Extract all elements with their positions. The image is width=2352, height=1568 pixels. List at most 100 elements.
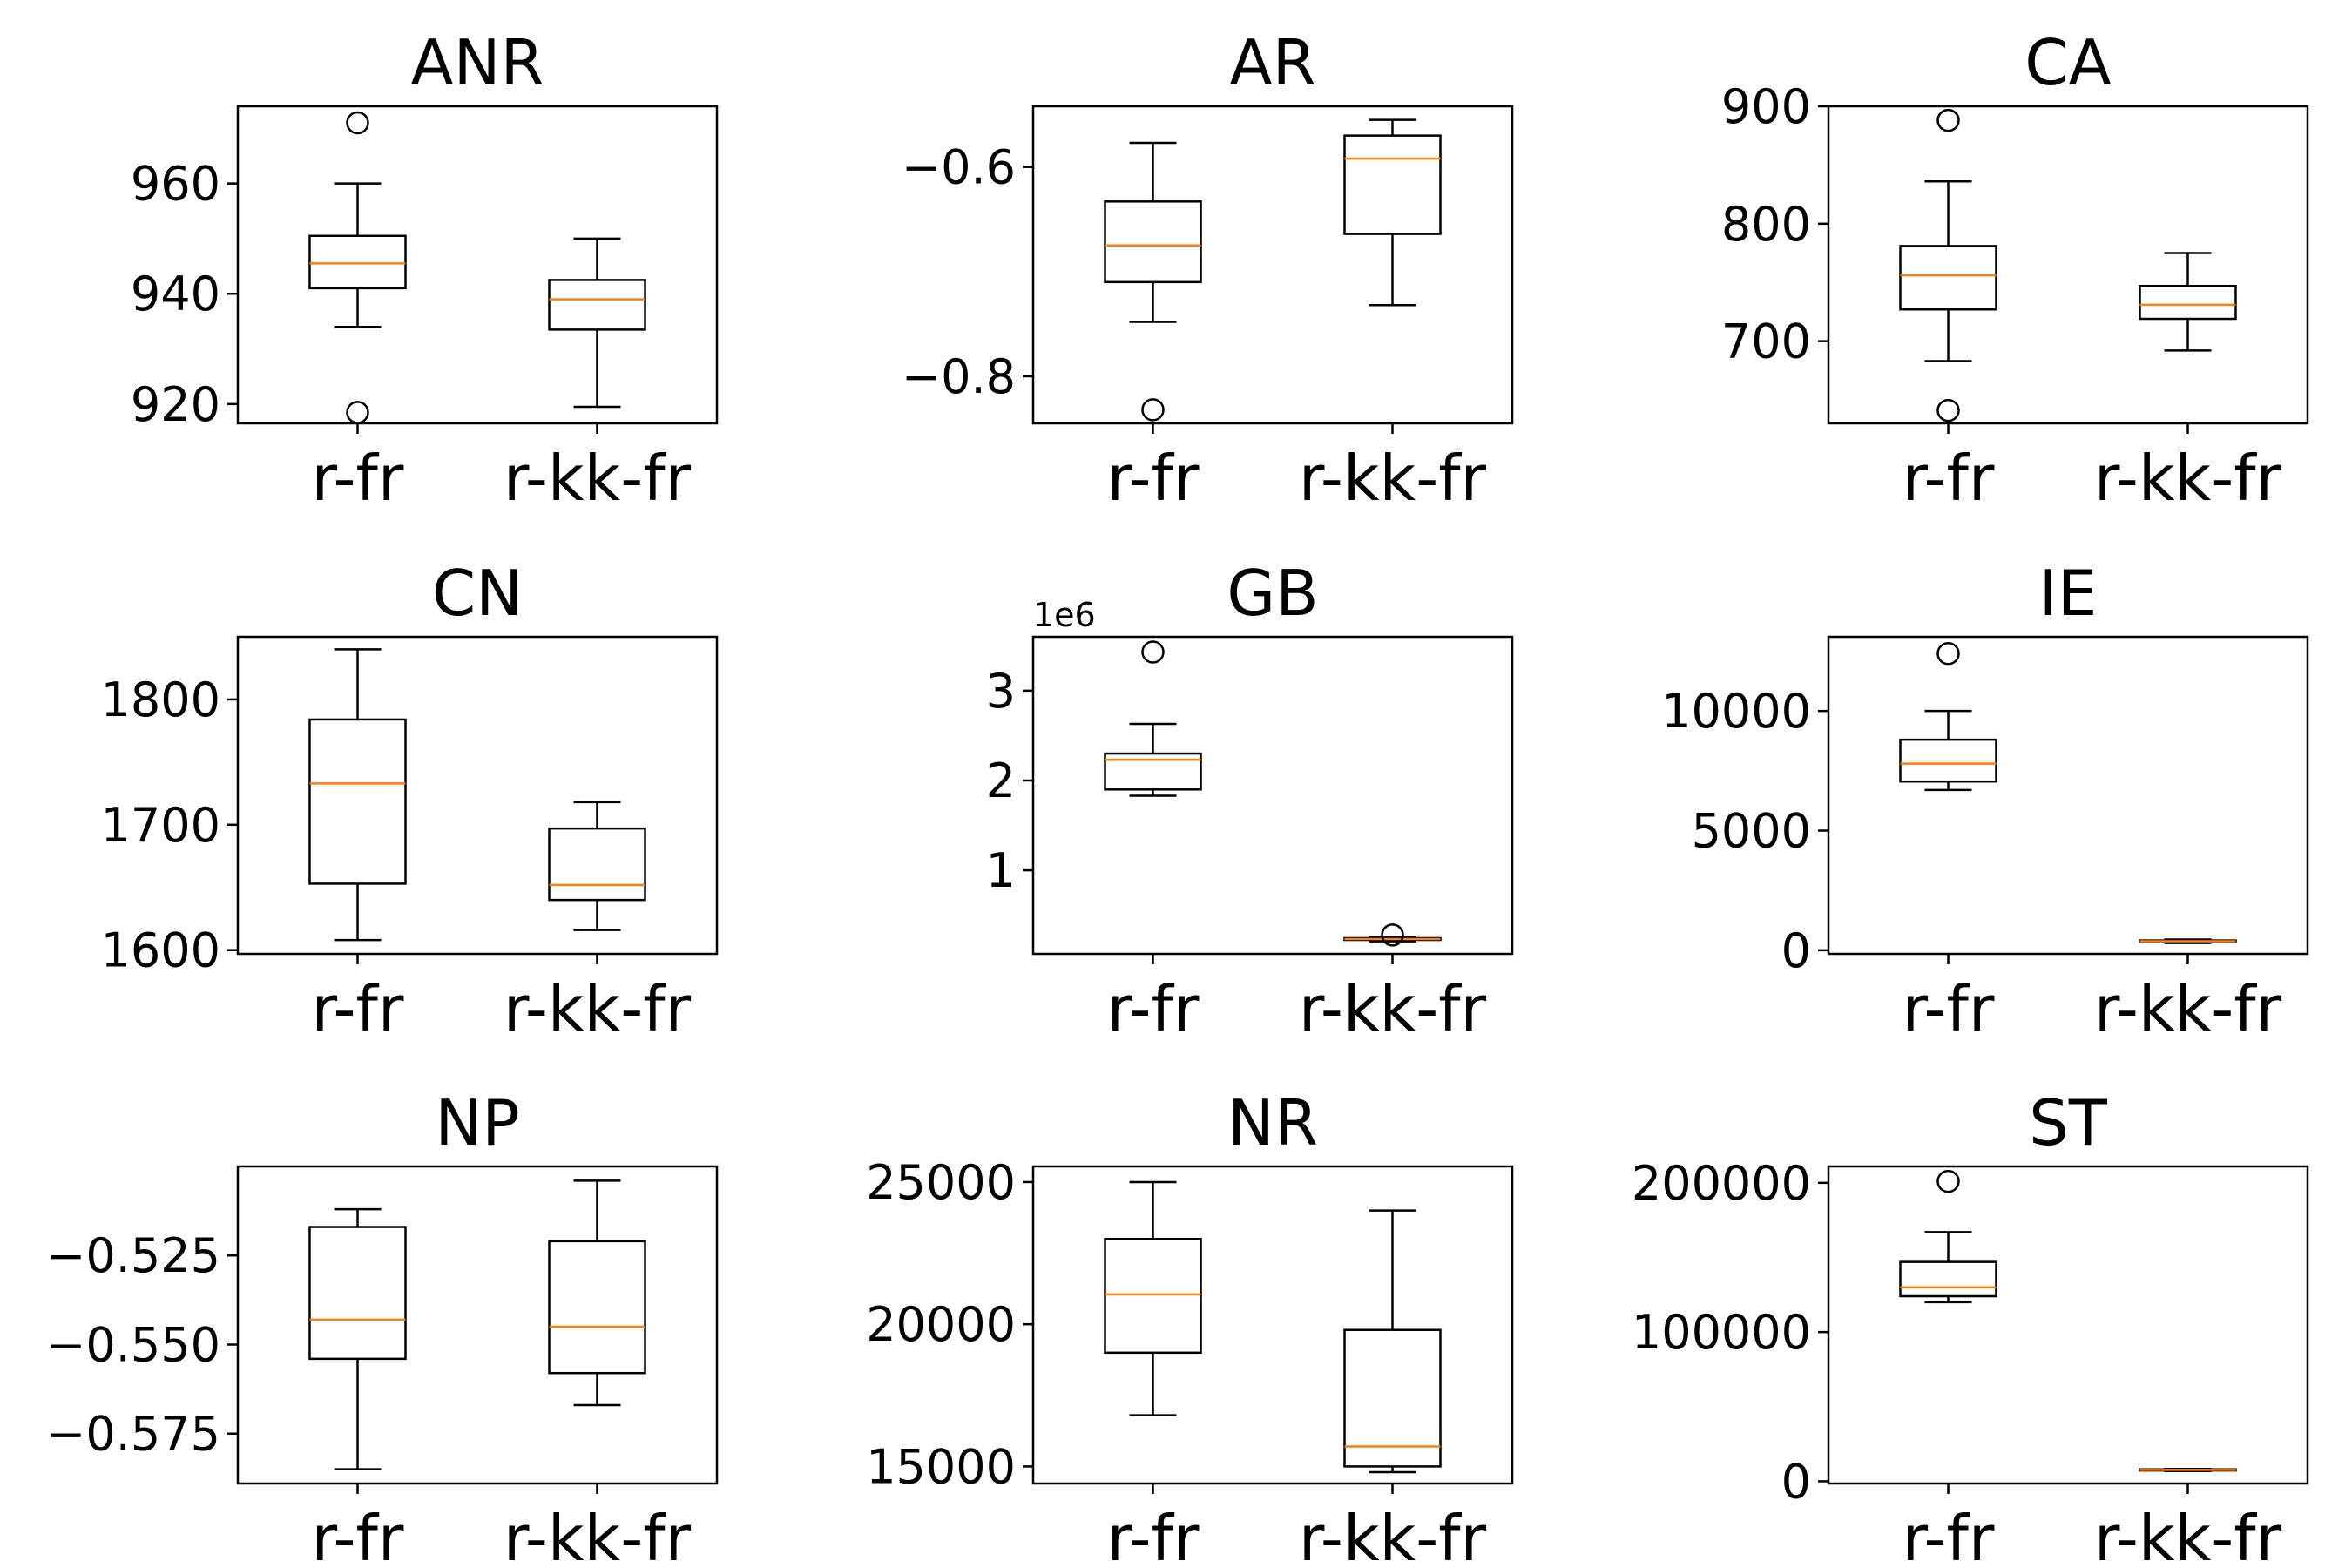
panel-title: ST bbox=[2029, 1086, 2108, 1159]
panel-st: ST 0 100000 200000 r-fr r-kk-fr bbox=[1632, 1086, 2309, 1568]
iqr-box bbox=[2139, 285, 2237, 321]
axes-frame bbox=[1827, 1165, 2309, 1485]
panel-anr: ANR 920 940 960 r-fr r-kk-fr bbox=[131, 26, 719, 515]
iqr-box bbox=[1343, 1328, 1442, 1468]
y-tick-label: 940 bbox=[131, 267, 220, 321]
y-tick-label: 10000 bbox=[1661, 684, 1811, 739]
iqr-box bbox=[1343, 134, 1442, 235]
outlier-point bbox=[1936, 1169, 1960, 1193]
box-r-fr bbox=[308, 111, 407, 424]
y-tick-label: 25000 bbox=[866, 1155, 1016, 1210]
box-r-fr bbox=[1104, 1180, 1202, 1416]
box-r-fr bbox=[1899, 641, 1997, 792]
x-tick-label: r-fr bbox=[312, 1502, 404, 1568]
axes-frame bbox=[1031, 105, 1514, 425]
y-tick-label: 1800 bbox=[101, 672, 220, 727]
panel-title: AR bbox=[1229, 26, 1315, 99]
outlier-point bbox=[1381, 923, 1404, 947]
box-r-fr bbox=[308, 1207, 407, 1470]
axes-frame bbox=[1031, 1165, 1514, 1485]
box-r-kk-fr bbox=[2139, 938, 2237, 944]
y-tick-label: 1 bbox=[986, 843, 1016, 898]
x-tick-label: r-fr bbox=[312, 442, 404, 515]
x-tick-label: r-kk-fr bbox=[2094, 442, 2282, 515]
panel-ca: CA 700 800 900 r-fr r-kk-fr bbox=[1721, 26, 2309, 515]
panel-cn: CN 1600 1700 1800 r-fr r-kk-fr bbox=[101, 557, 719, 1045]
iqr-box bbox=[1899, 245, 1997, 311]
box-r-fr bbox=[1899, 1169, 1997, 1304]
box-r-kk-fr bbox=[2139, 252, 2237, 352]
y-tick-label: −0.6 bbox=[902, 140, 1016, 195]
x-tick-label: r-fr bbox=[1107, 442, 1200, 515]
x-tick-label: r-fr bbox=[1107, 1502, 1200, 1568]
panel-title: CN bbox=[432, 557, 523, 630]
y-tick-label: 5000 bbox=[1692, 804, 1811, 859]
x-tick-label: r-fr bbox=[1107, 972, 1200, 1045]
x-tick-label: r-kk-fr bbox=[1299, 972, 1487, 1045]
axes-frame bbox=[236, 1165, 719, 1485]
y-tick-label: 20000 bbox=[866, 1297, 1016, 1352]
y-tick-label: 920 bbox=[131, 377, 220, 432]
iqr-box bbox=[308, 718, 407, 885]
box-r-kk-fr bbox=[2139, 1467, 2237, 1473]
box-r-fr bbox=[1104, 141, 1202, 422]
box-r-kk-fr bbox=[1343, 1209, 1442, 1474]
iqr-box bbox=[308, 234, 407, 290]
box-r-kk-fr bbox=[1343, 923, 1442, 947]
panel-ie: IE 0 5000 10000 r-fr r-kk-fr bbox=[1661, 557, 2309, 1045]
y-tick-label: 900 bbox=[1721, 79, 1811, 134]
axes-frame bbox=[236, 105, 719, 425]
x-tick-label: r-fr bbox=[1903, 972, 1995, 1045]
box-r-fr bbox=[308, 648, 407, 942]
x-tick-label: r-kk-fr bbox=[1299, 1502, 1487, 1568]
y-tick-label: 200000 bbox=[1632, 1156, 1811, 1211]
iqr-box bbox=[1899, 738, 1997, 783]
box-r-fr bbox=[1899, 108, 1997, 422]
y-tick-label: 1600 bbox=[101, 923, 220, 978]
panel-title: CA bbox=[2024, 26, 2112, 99]
panel-title: ANR bbox=[410, 26, 544, 99]
y-tick-label: 700 bbox=[1721, 314, 1811, 369]
x-tick-label: r-fr bbox=[1903, 442, 1995, 515]
outlier-point bbox=[1141, 398, 1165, 422]
y-tick-label: 960 bbox=[131, 157, 220, 212]
x-tick-label: r-kk-fr bbox=[2094, 1502, 2282, 1568]
axes-frame bbox=[1827, 635, 2309, 956]
axes-frame bbox=[236, 635, 719, 956]
y-tick-label: −0.575 bbox=[46, 1407, 220, 1462]
axis-offset-label: 1e6 bbox=[1033, 596, 1096, 634]
outlier-point bbox=[1936, 108, 1960, 132]
x-tick-label: r-kk-fr bbox=[504, 442, 692, 515]
y-tick-label: 800 bbox=[1721, 197, 1811, 252]
panel-gb: GB 1e6 1 2 3 r-fr r-kk-fr bbox=[986, 557, 1514, 1045]
iqr-box bbox=[548, 827, 646, 902]
outlier-point bbox=[346, 111, 369, 135]
iqr-box bbox=[1104, 752, 1202, 791]
y-tick-label: 1700 bbox=[101, 798, 220, 853]
x-tick-label: r-kk-fr bbox=[2094, 972, 2282, 1045]
y-tick-label: 15000 bbox=[866, 1439, 1016, 1494]
y-tick-label: 0 bbox=[1781, 923, 1811, 978]
y-tick-label: 3 bbox=[986, 664, 1016, 719]
axes-frame bbox=[1031, 635, 1514, 956]
y-tick-label: −0.525 bbox=[46, 1228, 220, 1283]
y-tick-label: −0.550 bbox=[46, 1317, 220, 1372]
panel-nr: NR 15000 20000 25000 r-fr r-kk-fr bbox=[866, 1086, 1514, 1568]
axes-frame bbox=[1827, 105, 2309, 425]
box-r-kk-fr bbox=[548, 801, 646, 931]
iqr-box bbox=[548, 1240, 646, 1375]
panel-title: IE bbox=[2039, 557, 2098, 630]
x-tick-label: r-kk-fr bbox=[504, 1502, 692, 1568]
iqr-box bbox=[1899, 1260, 1997, 1298]
y-tick-label: −0.8 bbox=[902, 349, 1016, 404]
panel-ar: AR −0.8 −0.6 r-fr r-kk-fr bbox=[902, 26, 1514, 515]
x-tick-label: r-kk-fr bbox=[504, 972, 692, 1045]
x-tick-label: r-fr bbox=[312, 972, 404, 1045]
iqr-box bbox=[548, 279, 646, 331]
box-r-kk-fr bbox=[1343, 118, 1442, 307]
y-tick-label: 100000 bbox=[1632, 1305, 1811, 1360]
box-r-kk-fr bbox=[548, 237, 646, 409]
panel-title: GB bbox=[1227, 557, 1318, 630]
panel-np: NP −0.575 −0.550 −0.525 r-fr r-kk-fr bbox=[46, 1086, 719, 1568]
